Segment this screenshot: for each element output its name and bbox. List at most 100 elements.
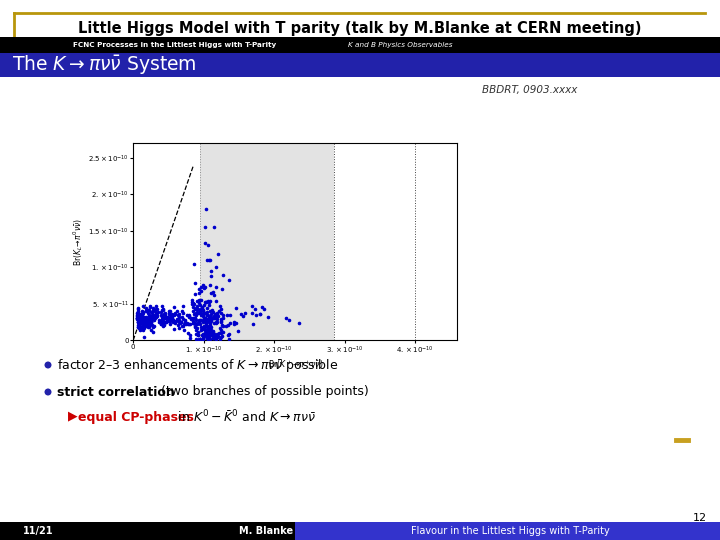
Point xyxy=(181,310,193,319)
Point xyxy=(217,321,229,330)
Point xyxy=(203,312,215,321)
Point xyxy=(284,316,295,325)
Point xyxy=(195,322,207,331)
Point xyxy=(156,302,168,310)
Text: K and B Physics Observables: K and B Physics Observables xyxy=(348,42,452,48)
Point xyxy=(188,314,199,322)
Point xyxy=(135,315,146,324)
Point xyxy=(147,327,158,336)
Point xyxy=(191,326,202,335)
Point xyxy=(194,316,206,325)
Point xyxy=(207,308,219,316)
Point xyxy=(258,305,270,313)
Point xyxy=(198,316,210,325)
Point xyxy=(132,308,143,317)
Point xyxy=(197,323,209,332)
Point xyxy=(204,297,216,306)
Point xyxy=(143,311,155,320)
Point xyxy=(135,323,146,332)
Point xyxy=(256,303,268,312)
Point xyxy=(209,314,220,322)
Point xyxy=(137,320,148,329)
Circle shape xyxy=(45,361,52,368)
Point xyxy=(251,311,262,320)
Point xyxy=(225,311,236,320)
Point xyxy=(197,281,208,289)
Point xyxy=(210,310,221,319)
Bar xyxy=(200,143,334,340)
Point xyxy=(166,315,178,323)
Point xyxy=(210,296,222,305)
Point xyxy=(197,306,208,315)
Point xyxy=(198,322,210,330)
Point xyxy=(205,326,217,334)
Point xyxy=(131,313,143,322)
Point xyxy=(195,326,207,334)
Point xyxy=(187,298,199,307)
Point xyxy=(198,301,210,309)
Point xyxy=(148,303,159,312)
Text: 12: 12 xyxy=(693,513,707,523)
Point xyxy=(191,324,202,333)
Point xyxy=(194,308,206,316)
Point xyxy=(204,318,215,327)
Point xyxy=(201,325,212,334)
Point xyxy=(158,321,169,329)
Point xyxy=(134,310,145,319)
Point xyxy=(143,320,155,328)
Point xyxy=(159,309,171,318)
Point xyxy=(145,314,156,322)
Point xyxy=(138,333,150,341)
Point xyxy=(192,330,204,339)
Point xyxy=(133,323,145,332)
Point xyxy=(202,321,214,330)
Point xyxy=(207,314,219,322)
Point xyxy=(183,313,194,321)
Point xyxy=(132,303,144,312)
Point xyxy=(158,314,170,322)
Point xyxy=(202,333,213,342)
Point xyxy=(135,311,147,320)
Point xyxy=(228,318,239,326)
Point xyxy=(205,315,217,324)
Point xyxy=(177,315,189,323)
Point xyxy=(189,305,201,314)
Point xyxy=(202,330,213,339)
Bar xyxy=(0,522,720,540)
Point xyxy=(135,323,146,332)
Point xyxy=(165,314,176,322)
Point xyxy=(211,317,222,326)
Point xyxy=(207,334,219,342)
Point xyxy=(216,321,228,329)
Point xyxy=(200,205,212,213)
Point xyxy=(203,315,215,323)
Point xyxy=(189,290,200,299)
Point xyxy=(184,310,195,319)
Point xyxy=(220,321,232,330)
Point xyxy=(187,302,199,311)
Point xyxy=(168,325,179,333)
Point xyxy=(175,318,186,327)
Point xyxy=(147,321,158,329)
Point xyxy=(204,312,215,320)
Point xyxy=(157,314,168,323)
Point xyxy=(210,331,221,340)
Point xyxy=(215,317,227,326)
Point xyxy=(132,305,144,314)
Point xyxy=(193,318,204,327)
Point xyxy=(223,275,235,284)
Point xyxy=(183,328,194,337)
Point xyxy=(144,312,156,321)
Point xyxy=(197,331,208,340)
Point xyxy=(214,301,225,310)
Point xyxy=(163,309,175,318)
Point xyxy=(157,318,168,327)
Point xyxy=(153,316,165,325)
Point xyxy=(202,330,213,339)
Point xyxy=(202,330,213,339)
Point xyxy=(133,319,145,328)
Point xyxy=(132,312,143,320)
Point xyxy=(195,295,207,304)
Point xyxy=(194,335,205,344)
Point xyxy=(160,314,171,322)
